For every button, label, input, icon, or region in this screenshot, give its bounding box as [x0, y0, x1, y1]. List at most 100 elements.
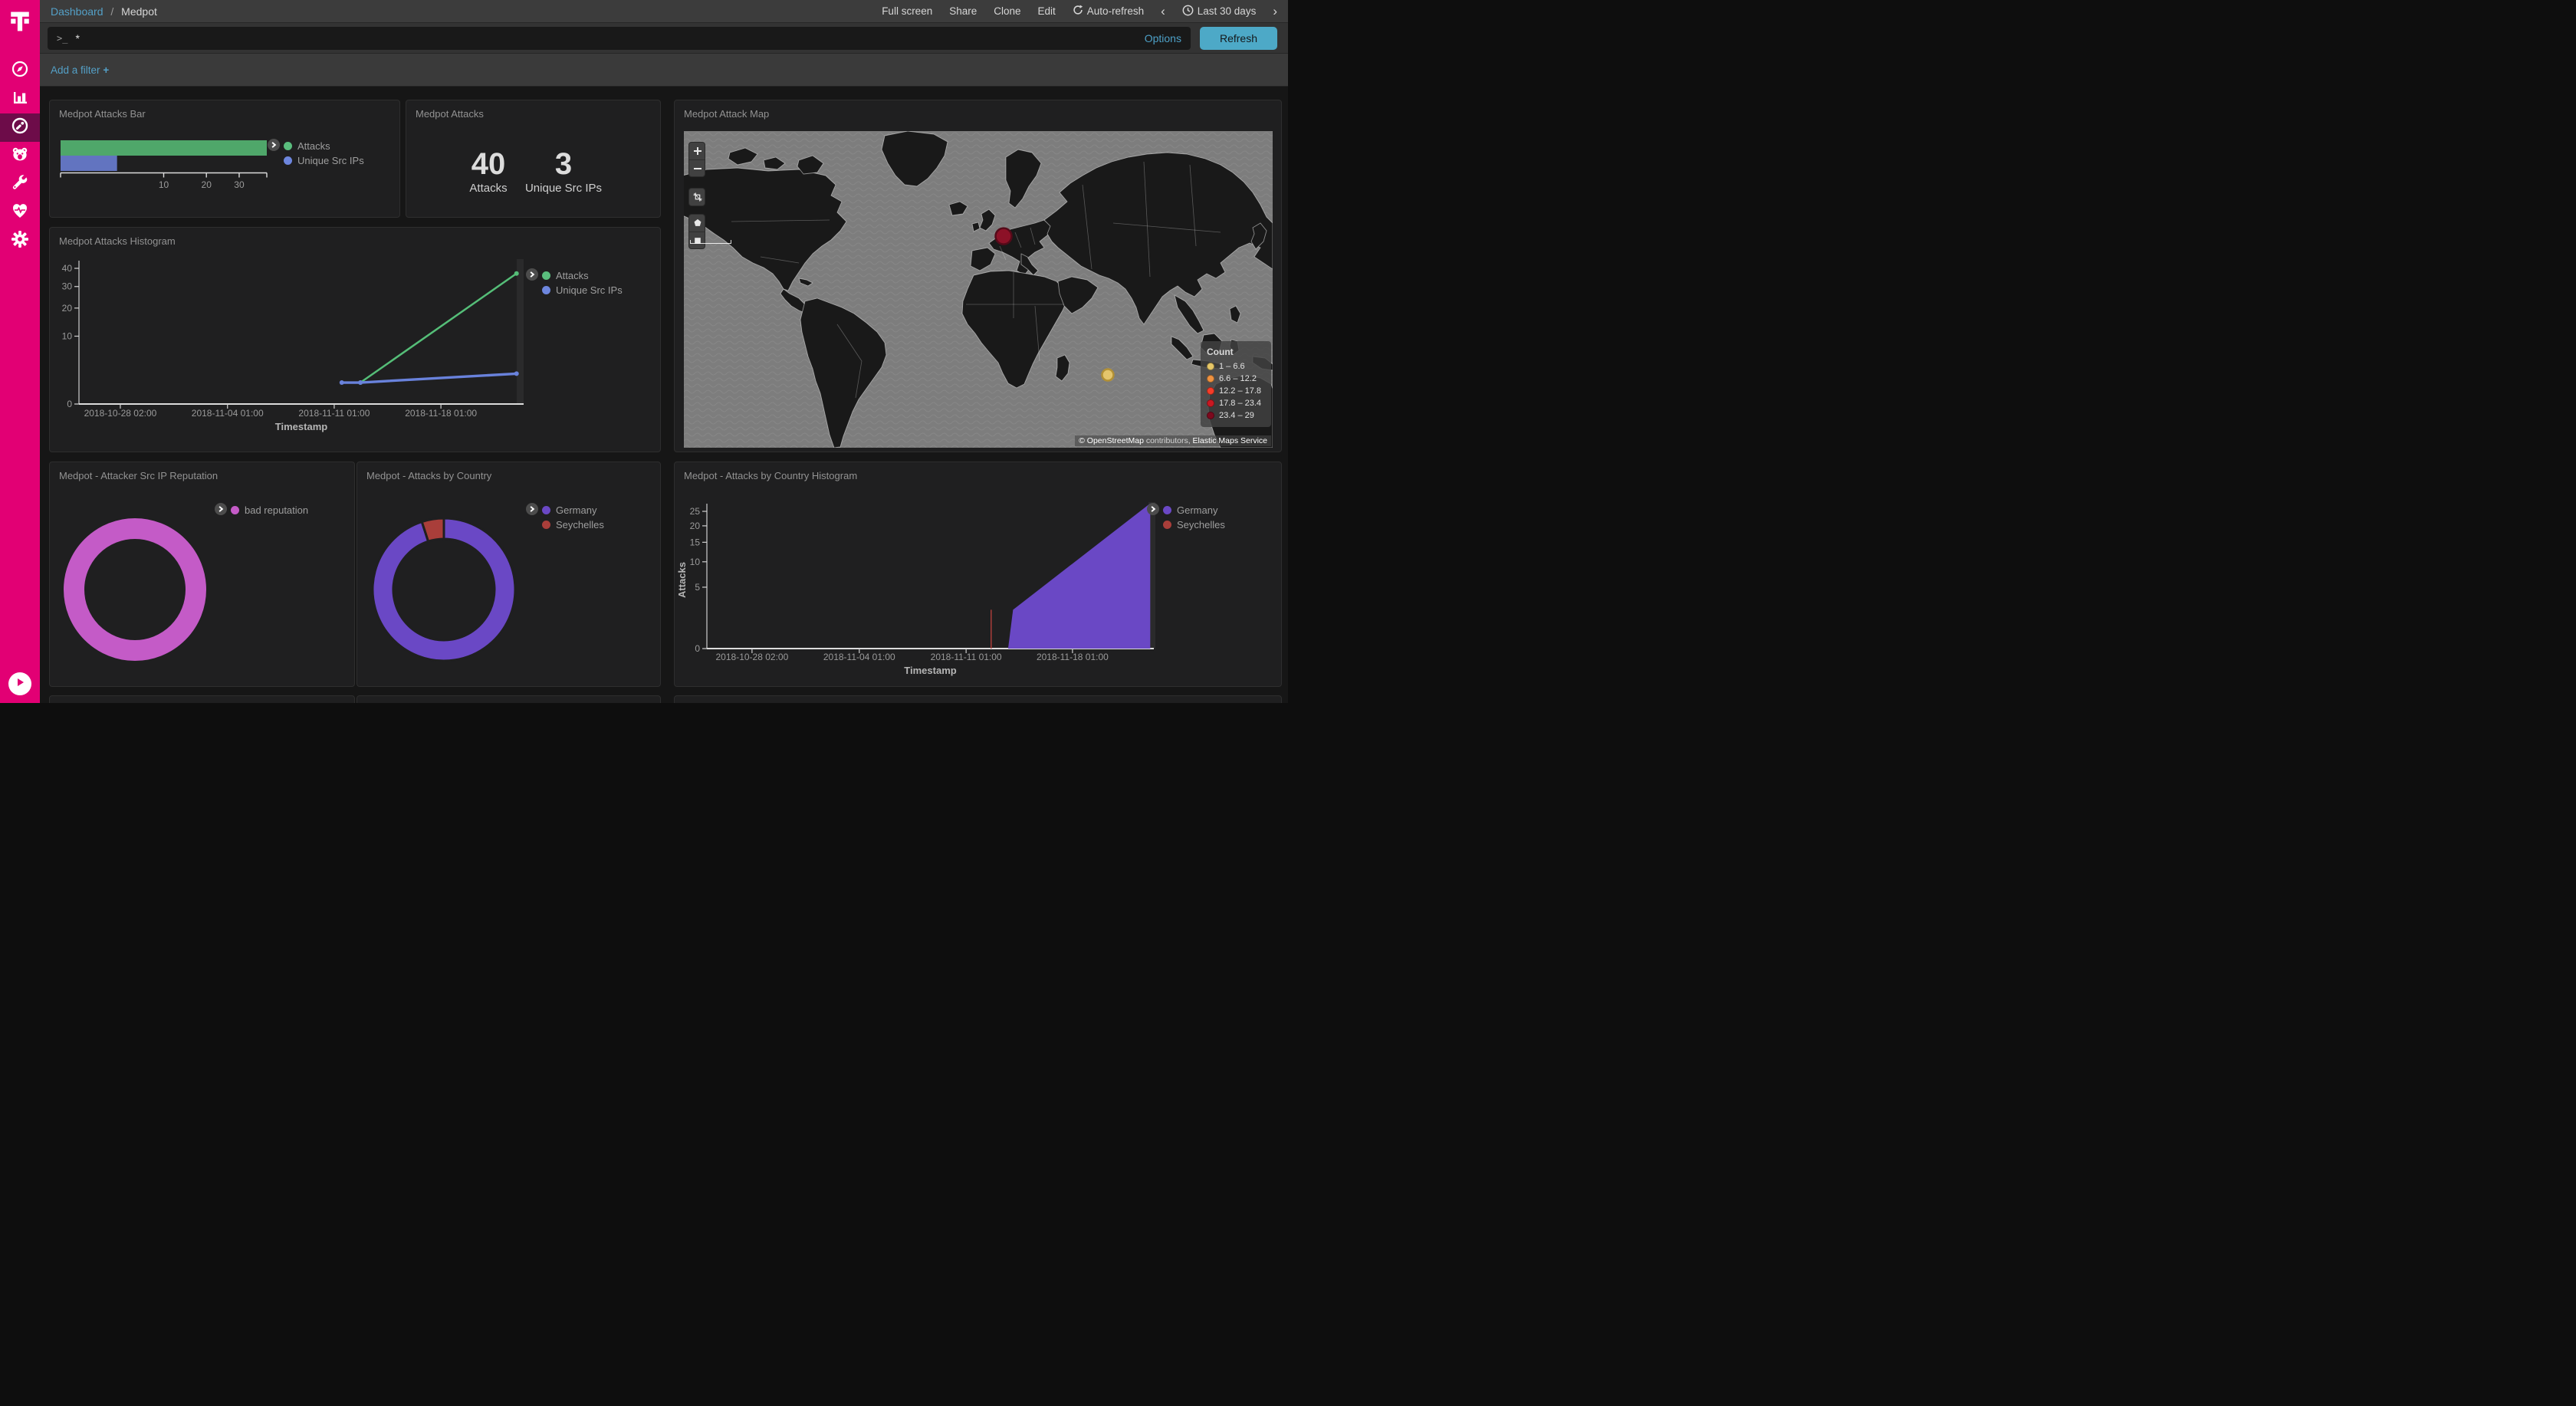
chart-legend: Germany Seychelles: [526, 503, 604, 532]
query-prompt-icon: >_: [57, 32, 68, 44]
time-range-button[interactable]: Last 30 days: [1182, 5, 1256, 18]
clone-button[interactable]: Clone: [994, 5, 1021, 17]
svg-text:15: 15: [690, 537, 701, 547]
share-button[interactable]: Share: [949, 5, 978, 17]
legend-label: Attacks: [556, 270, 589, 281]
query-input-box: >_ Options: [48, 26, 1191, 50]
svg-text:0: 0: [695, 643, 700, 654]
legend-dot-icon: [542, 271, 550, 280]
line-chart-canvas[interactable]: 0 10 20 30 40 2018-10-28 02:00 2018-11-04 01:0…: [50, 228, 660, 452]
panel-title: Medpot Attacks Histogram: [59, 235, 176, 247]
map-fit-control: [688, 188, 705, 206]
bar-chart-canvas[interactable]: 10 20 30 Attacks Unique Src IPs: [50, 100, 399, 217]
sidebar-item-dashboard[interactable]: [0, 113, 40, 142]
map-attribution: © OpenStreetMap contributors, Elastic Ma…: [1075, 435, 1271, 446]
map-data-points: [994, 227, 1115, 382]
legend-item[interactable]: Attacks: [542, 268, 623, 283]
time-prev-button[interactable]: ‹: [1161, 4, 1165, 18]
top-nav: Dashboard / Medpot Full screen Share Clo…: [40, 0, 1288, 23]
legend-item[interactable]: bad reputation: [231, 503, 308, 517]
panel-medpot-attacks-bar: Medpot Attacks Bar 10 20 30 Attacks Unique S…: [49, 100, 400, 218]
legend-toggle-icon[interactable]: [526, 503, 538, 515]
legend-label: 6.6 – 12.2: [1219, 374, 1257, 383]
panel-partial-1: [49, 695, 355, 703]
add-filter-button[interactable]: Add a filter +: [51, 64, 110, 76]
query-input[interactable]: [75, 31, 1137, 44]
legend-label: Unique Src IPs: [297, 155, 364, 166]
edit-button[interactable]: Edit: [1037, 5, 1056, 17]
legend-dot-icon: [284, 142, 292, 150]
draw-rectangle-icon[interactable]: [689, 232, 705, 248]
svg-text:Timestamp: Timestamp: [275, 421, 327, 432]
legend-item[interactable]: Germany: [1163, 503, 1225, 517]
clock-icon: [1182, 5, 1194, 18]
legend-item[interactable]: Germany: [542, 503, 604, 517]
fit-bounds-icon[interactable]: [689, 189, 705, 205]
legend-item[interactable]: Unique Src IPs: [542, 283, 623, 297]
sidebar-item-management[interactable]: [0, 227, 40, 255]
legend-label: Seychelles: [556, 519, 604, 531]
refresh-cycle-icon: [1073, 5, 1083, 18]
legend-dot-icon: [542, 506, 550, 514]
legend-label: 1 – 6.6: [1219, 362, 1245, 371]
sidebar-item-visualize[interactable]: [0, 85, 40, 113]
svg-text:0: 0: [67, 399, 72, 409]
sidebar-item-tpot[interactable]: [0, 142, 40, 170]
osm-link[interactable]: © OpenStreetMap: [1079, 436, 1144, 445]
legend-dot-icon: [1207, 412, 1214, 419]
pie-chart-canvas[interactable]: bad reputation: [50, 462, 354, 686]
pie-slice-seychelles[interactable]: [420, 517, 445, 544]
draw-polygon-icon[interactable]: [689, 215, 705, 232]
svg-text:30: 30: [234, 179, 245, 190]
svg-text:2018-11-04 01:00: 2018-11-04 01:00: [192, 408, 264, 419]
metric: 40 Attacks: [469, 148, 507, 195]
pie-chart-canvas[interactable]: Germany Seychelles: [357, 462, 660, 686]
sidebar-collapse-button[interactable]: [8, 672, 31, 695]
map-point-germany[interactable]: [994, 227, 1013, 245]
sidebar-nav: [0, 43, 40, 255]
panel-title: Medpot Attacks Bar: [59, 108, 146, 120]
legend-dot-icon: [1207, 399, 1214, 407]
bear-icon: [11, 145, 29, 167]
panel-medpot-attacks-histogram: Medpot Attacks Histogram 0 10 20 30 40 2018-1…: [49, 227, 661, 452]
svg-text:2018-10-28 02:00: 2018-10-28 02:00: [84, 408, 157, 419]
pie-slice[interactable]: [64, 518, 206, 661]
sidebar-item-monitoring[interactable]: [0, 199, 40, 227]
svg-text:2018-11-18 01:00: 2018-11-18 01:00: [405, 408, 477, 419]
svg-text:2018-10-28 02:00: 2018-10-28 02:00: [716, 652, 789, 662]
fullscreen-button[interactable]: Full screen: [882, 5, 933, 17]
panel-medpot-attacks-metric: Medpot Attacks 40 Attacks 3 Unique Src IPs: [406, 100, 661, 218]
svg-text:40: 40: [62, 263, 73, 274]
legend-item[interactable]: Seychelles: [1163, 517, 1225, 532]
legend-label: Germany: [556, 504, 597, 516]
play-circle-icon: [15, 677, 25, 692]
map-point-seychelles[interactable]: [1101, 368, 1115, 382]
time-next-button[interactable]: ›: [1273, 4, 1277, 18]
bar-chart-icon: [11, 88, 29, 110]
sidebar-item-devtools[interactable]: [0, 170, 40, 199]
svg-text:2018-11-11 01:00: 2018-11-11 01:00: [931, 652, 1002, 662]
ems-link[interactable]: Elastic Maps Service: [1192, 436, 1267, 445]
refresh-button[interactable]: Refresh: [1199, 26, 1277, 50]
svg-text:25: 25: [690, 506, 701, 517]
zoom-out-button[interactable]: [689, 159, 705, 176]
legend-toggle-icon[interactable]: [215, 503, 227, 515]
legend-item[interactable]: Unique Src IPs: [284, 153, 364, 168]
gauge-icon: [11, 117, 29, 139]
query-options-link[interactable]: Options: [1144, 31, 1181, 44]
legend-item[interactable]: Seychelles: [542, 517, 604, 532]
breadcrumb-dashboard-link[interactable]: Dashboard: [51, 5, 104, 18]
zoom-in-button[interactable]: [689, 143, 705, 159]
legend-dot-icon: [1207, 375, 1214, 383]
map-canvas[interactable]: Count 1 – 6.6 6.6 – 12.2 12.2 – 17.8 17.8 –…: [684, 131, 1273, 448]
legend-toggle-icon[interactable]: [1147, 503, 1159, 515]
legend-toggle-icon[interactable]: [526, 268, 538, 281]
chart-legend: Attacks Unique Src IPs: [526, 268, 623, 297]
auto-refresh-button[interactable]: Auto-refresh: [1073, 5, 1144, 18]
sidebar-item-discover[interactable]: [0, 57, 40, 85]
legend-toggle-icon[interactable]: [268, 139, 280, 151]
area-chart-canvas[interactable]: 0 5 10 15 20 25 2018-10-28 02:00 2018-11-04 01:…: [675, 462, 1281, 686]
kibana-dashboard-app: Dashboard / Medpot Full screen Share Clo…: [0, 0, 1288, 703]
pie-slice-germany[interactable]: [371, 517, 517, 662]
legend-item[interactable]: Attacks: [284, 139, 364, 153]
